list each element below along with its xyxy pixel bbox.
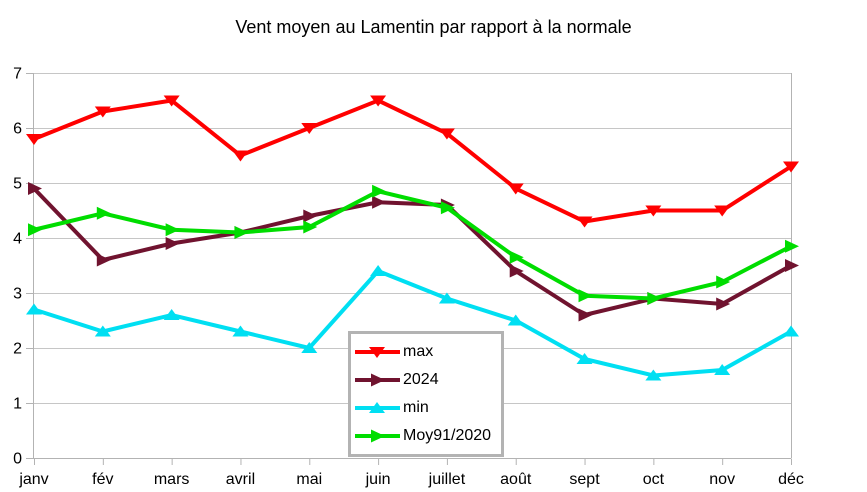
y-axis-tick-label: 5 — [13, 176, 22, 193]
legend-swatch — [355, 373, 400, 387]
series-Moy91/2020-marker — [509, 250, 524, 264]
series-min-marker — [163, 309, 180, 320]
series-Moy91/2020-marker — [647, 292, 662, 305]
series-Moy91/2020-marker — [785, 239, 799, 253]
legend-swatch — [355, 429, 400, 443]
series-2024-marker — [96, 253, 111, 267]
legend-item-max: max — [355, 338, 491, 366]
triangle-right-icon — [371, 429, 385, 443]
series-2024-marker — [28, 182, 42, 195]
y-axis-tick-label: 6 — [13, 121, 22, 138]
x-axis-tick-label: avril — [226, 471, 255, 488]
series-2024-marker — [372, 195, 387, 209]
series-max-marker — [507, 183, 524, 195]
legend-label: 2024 — [403, 371, 439, 388]
series-2024-marker — [509, 264, 524, 278]
series-min-marker — [645, 369, 662, 381]
y-axis-tick-label: 3 — [13, 286, 22, 303]
series-min-marker — [714, 364, 731, 375]
triangle-right-icon — [371, 373, 385, 387]
x-axis-tick-label: oct — [643, 471, 665, 488]
series-max-marker — [26, 134, 42, 145]
series-Moy91/2020-marker — [96, 206, 111, 220]
series-Moy91/2020-marker — [716, 275, 731, 289]
series-max-marker — [576, 216, 593, 228]
series-max-marker — [163, 95, 180, 107]
triangle-up-icon — [369, 402, 385, 413]
series-min-marker — [576, 353, 593, 364]
series-min-marker — [94, 325, 111, 337]
series-Moy91/2020-marker — [578, 289, 593, 303]
legend-label: Moy91/2020 — [403, 427, 492, 444]
series-Moy91/2020-marker — [234, 226, 249, 239]
series-Moy91/2020-marker — [28, 223, 42, 237]
x-axis-tick-label: mai — [296, 471, 322, 488]
series-max-marker — [714, 205, 731, 217]
chart-title: Vent moyen au Lamentin par rapport à la … — [235, 17, 632, 37]
legend-item-Moy91/2020: Moy91/2020 — [355, 422, 491, 450]
series-min-marker — [438, 292, 455, 304]
series-min-marker — [301, 342, 318, 353]
series-Moy91/2020-marker — [303, 220, 318, 234]
x-axis-tick-label: août — [500, 471, 532, 488]
series-Moy91/2020-marker — [165, 223, 180, 237]
x-axis-tick-label: sept — [569, 471, 600, 488]
series-min-marker — [370, 265, 387, 276]
series-max-marker — [370, 95, 387, 107]
x-axis-tick-label: nov — [709, 471, 735, 488]
x-axis-tick-label: déc — [778, 471, 804, 488]
series-2024-marker — [303, 209, 318, 223]
series-max-line — [33, 98, 793, 224]
chart-legend: max 2024 min Moy91/2020 — [348, 331, 505, 457]
series-min-marker — [783, 325, 799, 337]
series-max-marker — [645, 205, 662, 217]
series-2024-marker — [578, 308, 593, 322]
y-axis-tick-label: 0 — [13, 451, 22, 468]
x-axis-tick-label: juin — [365, 471, 391, 488]
series-min-marker — [507, 314, 524, 326]
series-2024-line — [32, 187, 792, 318]
series-2024-marker — [716, 297, 731, 311]
y-axis-tick-label: 1 — [13, 396, 22, 413]
legend-swatch — [355, 347, 400, 358]
series-2024-marker — [785, 259, 799, 272]
triangle-down-icon — [369, 347, 385, 358]
x-axis-tick-label: fév — [92, 471, 113, 488]
y-axis-tick-label: 7 — [13, 66, 22, 83]
series-min-marker — [26, 303, 42, 315]
legend-item-2024: 2024 — [355, 366, 491, 394]
series-Moy91/2020-marker — [372, 184, 387, 198]
legend-label: max — [403, 343, 434, 360]
series-max-marker — [783, 161, 799, 173]
series-max-marker — [301, 123, 318, 134]
series-Moy91/2020-line — [33, 189, 792, 301]
x-axis-tick-label: janv — [18, 471, 48, 488]
legend-item-min: min — [355, 394, 491, 422]
series-2024-marker — [165, 237, 180, 250]
series-Moy91/2020-marker — [440, 201, 455, 215]
legend-swatch — [355, 402, 400, 413]
series-max-marker — [438, 128, 455, 140]
y-axis-tick-label: 2 — [13, 341, 22, 358]
y-axis-tick-label: 4 — [13, 231, 22, 248]
series-max-marker — [232, 150, 249, 162]
x-axis-tick-label: juillet — [428, 471, 466, 488]
series-min-marker — [232, 325, 249, 337]
legend-label: min — [403, 399, 429, 416]
series-min-line — [33, 268, 792, 378]
series-max-marker — [94, 106, 111, 118]
x-axis-tick-label: mars — [154, 471, 190, 488]
